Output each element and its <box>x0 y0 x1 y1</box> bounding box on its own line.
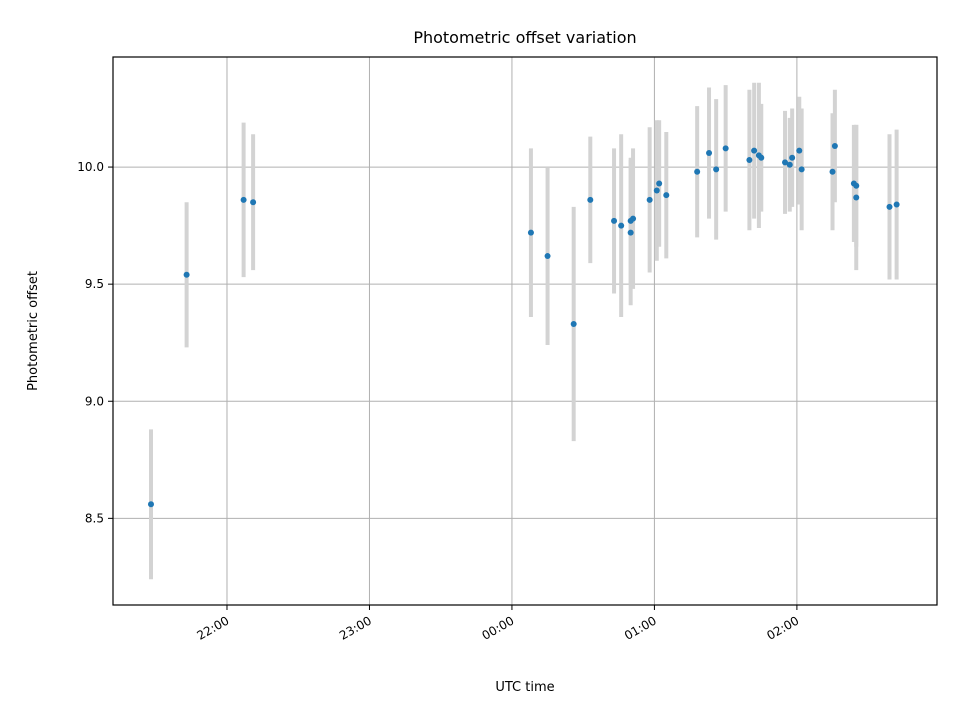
y-tick-label: 9.0 <box>85 394 104 408</box>
data-point <box>527 229 534 236</box>
data-point <box>627 229 634 236</box>
data-point <box>713 166 720 173</box>
x-axis-label: UTC time <box>495 680 554 695</box>
data-point <box>611 217 618 224</box>
data-point <box>618 222 625 229</box>
data-point <box>831 142 838 149</box>
data-point <box>789 154 796 161</box>
data-point <box>853 194 860 201</box>
y-axis-label: Photometric offset <box>26 271 41 391</box>
y-tick-label: 9.5 <box>85 277 104 291</box>
data-point <box>893 201 900 208</box>
chart-title: Photometric offset variation <box>413 28 636 47</box>
data-point <box>786 161 793 168</box>
data-point <box>758 154 765 161</box>
data-point <box>570 320 577 327</box>
data-point <box>250 199 257 206</box>
data-point <box>829 168 836 175</box>
data-point <box>694 168 701 175</box>
data-point <box>646 196 653 203</box>
data-point <box>183 271 190 278</box>
data-point <box>886 203 893 210</box>
y-axis-ticks: 8.5 9.0 9.5 10.0 <box>77 160 113 525</box>
data-points <box>147 142 900 508</box>
y-tick-label: 10.0 <box>77 160 104 174</box>
data-point <box>751 147 758 154</box>
data-point <box>656 180 663 187</box>
data-point <box>798 166 805 173</box>
data-point <box>663 192 670 199</box>
data-point <box>796 147 803 154</box>
data-point <box>147 501 154 508</box>
data-point <box>853 182 860 189</box>
data-point <box>706 150 713 157</box>
data-point <box>782 159 789 166</box>
data-point <box>746 157 753 164</box>
data-point <box>653 187 660 194</box>
data-point <box>544 253 551 260</box>
data-point <box>240 196 247 203</box>
data-point <box>630 215 637 222</box>
plot-frame <box>112 56 938 606</box>
y-tick-label: 8.5 <box>85 511 104 525</box>
data-point <box>587 196 594 203</box>
data-point <box>722 145 729 152</box>
